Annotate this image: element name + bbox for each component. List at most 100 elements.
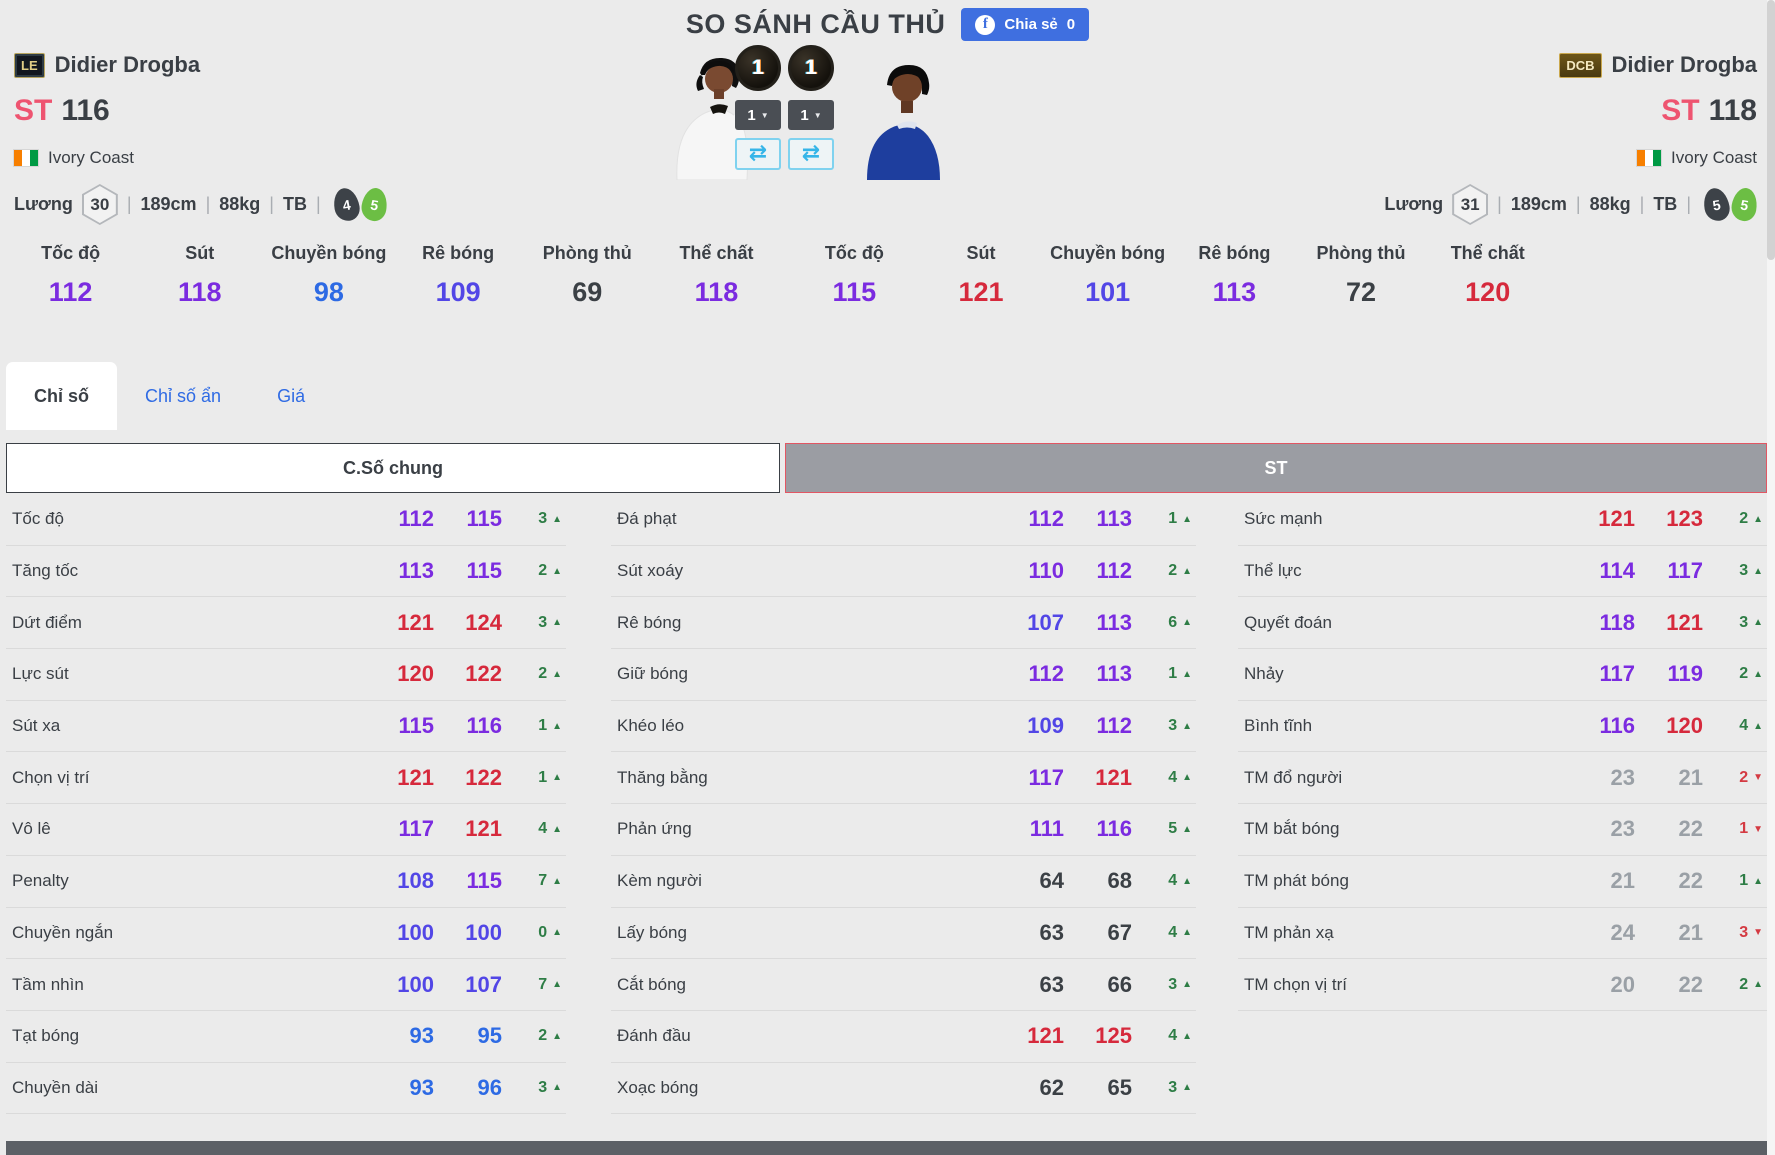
stat-diff-arrow-icon: ▲ (552, 1030, 562, 1042)
stat-label: Xoạc bóng (617, 1077, 699, 1097)
stat-row: TM phản xạ 24 21 3 ▼ (1238, 908, 1767, 960)
stat-row: Tạt bóng 93 95 2 ▲ (6, 1011, 566, 1063)
summary-stat: Thể chất 118 (652, 243, 781, 308)
summary-stat-label: Sút (185, 243, 215, 263)
player-panel-right: DCB Didier Drogba ST 118 Ivory Coast Lươ… (1384, 52, 1760, 225)
summary-stat: Tốc độ 115 (791, 243, 918, 308)
stat-value-left-player: 108 (397, 868, 434, 894)
stat-value-left-player: 112 (1028, 661, 1065, 687)
stat-value-right-player: 113 (1096, 609, 1133, 635)
level-select-left[interactable]: 1 ▼ (735, 100, 781, 130)
caret-down-icon: ▼ (813, 110, 822, 120)
stat-diff-value: 3 (538, 613, 548, 631)
stat-diff: 1 ▲ (1132, 510, 1196, 528)
stat-value-left-player: 100 (397, 919, 434, 945)
stat-label: Rê bóng (617, 612, 682, 632)
player-position: ST (14, 94, 53, 127)
stat-row: Chọn vị trí 121 122 1 ▲ (6, 752, 566, 805)
stat-value-left-player: 118 (1599, 609, 1636, 635)
level-select-right[interactable]: 1 ▼ (788, 100, 834, 130)
scrollbar[interactable] (1767, 0, 1775, 1155)
stat-row: Dứt điểm 121 124 3 ▲ (6, 597, 566, 650)
tab-chỉ-số[interactable]: Chỉ số (6, 362, 118, 430)
stat-value-right-player: 117 (1667, 558, 1704, 584)
stat-diff: 0 ▲ (502, 924, 566, 942)
summary-stat-label: Sút (966, 243, 996, 263)
tab-chỉ-số-ẩn[interactable]: Chỉ số ẩn (145, 385, 222, 406)
summary-stat-value: 72 (1346, 277, 1377, 307)
page-title: SO SÁNH CẦU THỦ (685, 9, 946, 39)
stat-label: Khéo léo (617, 716, 685, 736)
summary-stat-value: 121 (958, 277, 1004, 307)
stat-value-left-player: 112 (398, 506, 435, 532)
stat-value-left-player: 109 (1027, 713, 1064, 739)
body-type: TB (1653, 194, 1678, 214)
summary-stat-value: 98 (313, 277, 344, 307)
stat-label: Phản ứng (617, 819, 692, 839)
stat-value-left-player: 116 (1599, 713, 1636, 739)
stat-value-right-player: 116 (1096, 816, 1133, 842)
stat-diff-arrow-icon: ▲ (1182, 927, 1192, 939)
stat-label: Chọn vị trí (12, 767, 90, 787)
player-ovr: 118 (1708, 94, 1757, 127)
swap-player-button-left[interactable]: ⇄ (735, 138, 781, 170)
stat-value-left-player: 21 (1610, 868, 1635, 894)
stat-diff-arrow-icon: ▲ (1182, 979, 1192, 991)
stat-diff: 3 ▲ (1703, 614, 1767, 632)
card-type-badge-le: LE (14, 52, 45, 78)
stat-diff-value: 1 (1739, 820, 1749, 838)
stat-label: Sức mạnh (1244, 509, 1323, 529)
stat-value-left-player: 117 (1599, 661, 1636, 687)
stat-diff-value: 3 (1739, 923, 1749, 941)
stat-row: TM chọn vị trí 20 22 2 ▲ (1238, 959, 1767, 1011)
swap-player-button-right[interactable]: ⇄ (788, 138, 834, 170)
summary-stat: Sút 121 (918, 243, 1045, 308)
stat-diff-arrow-icon: ▲ (1182, 565, 1192, 577)
stat-row: Quyết đoán 118 121 3 ▲ (1238, 597, 1767, 650)
stat-diff-arrow-icon: ▲ (1753, 565, 1763, 577)
stat-diff: 3 ▲ (502, 614, 566, 632)
summary-stat: Sút 118 (135, 243, 264, 308)
stat-diff: 3 ▲ (1132, 976, 1196, 994)
section-header-general[interactable]: C.Số chung (6, 443, 780, 493)
stat-value-left-player: 93 (409, 1074, 434, 1100)
summary-stat: Chuyền bóng 98 (264, 243, 393, 308)
stat-diff: 4 ▲ (1703, 717, 1767, 735)
stat-diff-value: 7 (538, 872, 548, 890)
stat-diff: 3 ▲ (502, 510, 566, 528)
stat-label: Đánh đầu (617, 1026, 691, 1046)
stat-value-right-player: 22 (1678, 971, 1703, 997)
stat-diff: 5 ▲ (1132, 820, 1196, 838)
stat-label: Tạt bóng (12, 1026, 80, 1046)
stat-diff-arrow-icon: ▲ (1182, 772, 1192, 784)
scrollbar-thumb[interactable] (1767, 0, 1775, 260)
stat-label: Penalty (12, 871, 69, 891)
stat-value-left-player: 23 (1610, 764, 1635, 790)
stat-row: Xoạc bóng 62 65 3 ▲ (611, 1063, 1196, 1115)
stat-diff: 4 ▲ (502, 820, 566, 838)
right-card-controls: 1 1 ▼ ⇄ (788, 45, 834, 170)
stat-label: Sút xa (12, 716, 61, 736)
stat-value-left-player: 63 (1039, 919, 1064, 945)
stat-diff-arrow-icon: ▲ (552, 565, 562, 577)
stat-row: Sút xoáy 110 112 2 ▲ (611, 546, 1196, 598)
stat-row: TM phát bóng 21 22 1 ▲ (1238, 856, 1767, 908)
stat-value-right-player: 122 (465, 764, 502, 790)
stat-diff: 1 ▲ (502, 717, 566, 735)
stat-value-left-player: 107 (1027, 609, 1064, 635)
stat-diff: 4 ▲ (1132, 1027, 1196, 1045)
player-name: Didier Drogba (54, 52, 201, 77)
stat-diff-arrow-icon: ▲ (1753, 668, 1763, 680)
section-header-position-st[interactable]: ST (785, 443, 1767, 493)
stat-diff-arrow-icon: ▲ (1753, 617, 1763, 629)
stat-diff-arrow-icon: ▼ (1753, 772, 1763, 784)
stat-label: Dứt điểm (12, 612, 82, 632)
tab-giá[interactable]: Giá (277, 385, 306, 406)
stat-row: Kèm người 64 68 4 ▲ (611, 856, 1196, 908)
stat-diff-arrow-icon: ▲ (1182, 1030, 1192, 1042)
stat-diff-arrow-icon: ▲ (552, 772, 562, 784)
stat-diff-arrow-icon: ▲ (1753, 875, 1763, 887)
facebook-share-button[interactable]: f Chia sẻ 0 (961, 8, 1090, 41)
stat-value-right-player: 123 (1666, 506, 1703, 532)
stat-diff-arrow-icon: ▲ (552, 823, 562, 835)
